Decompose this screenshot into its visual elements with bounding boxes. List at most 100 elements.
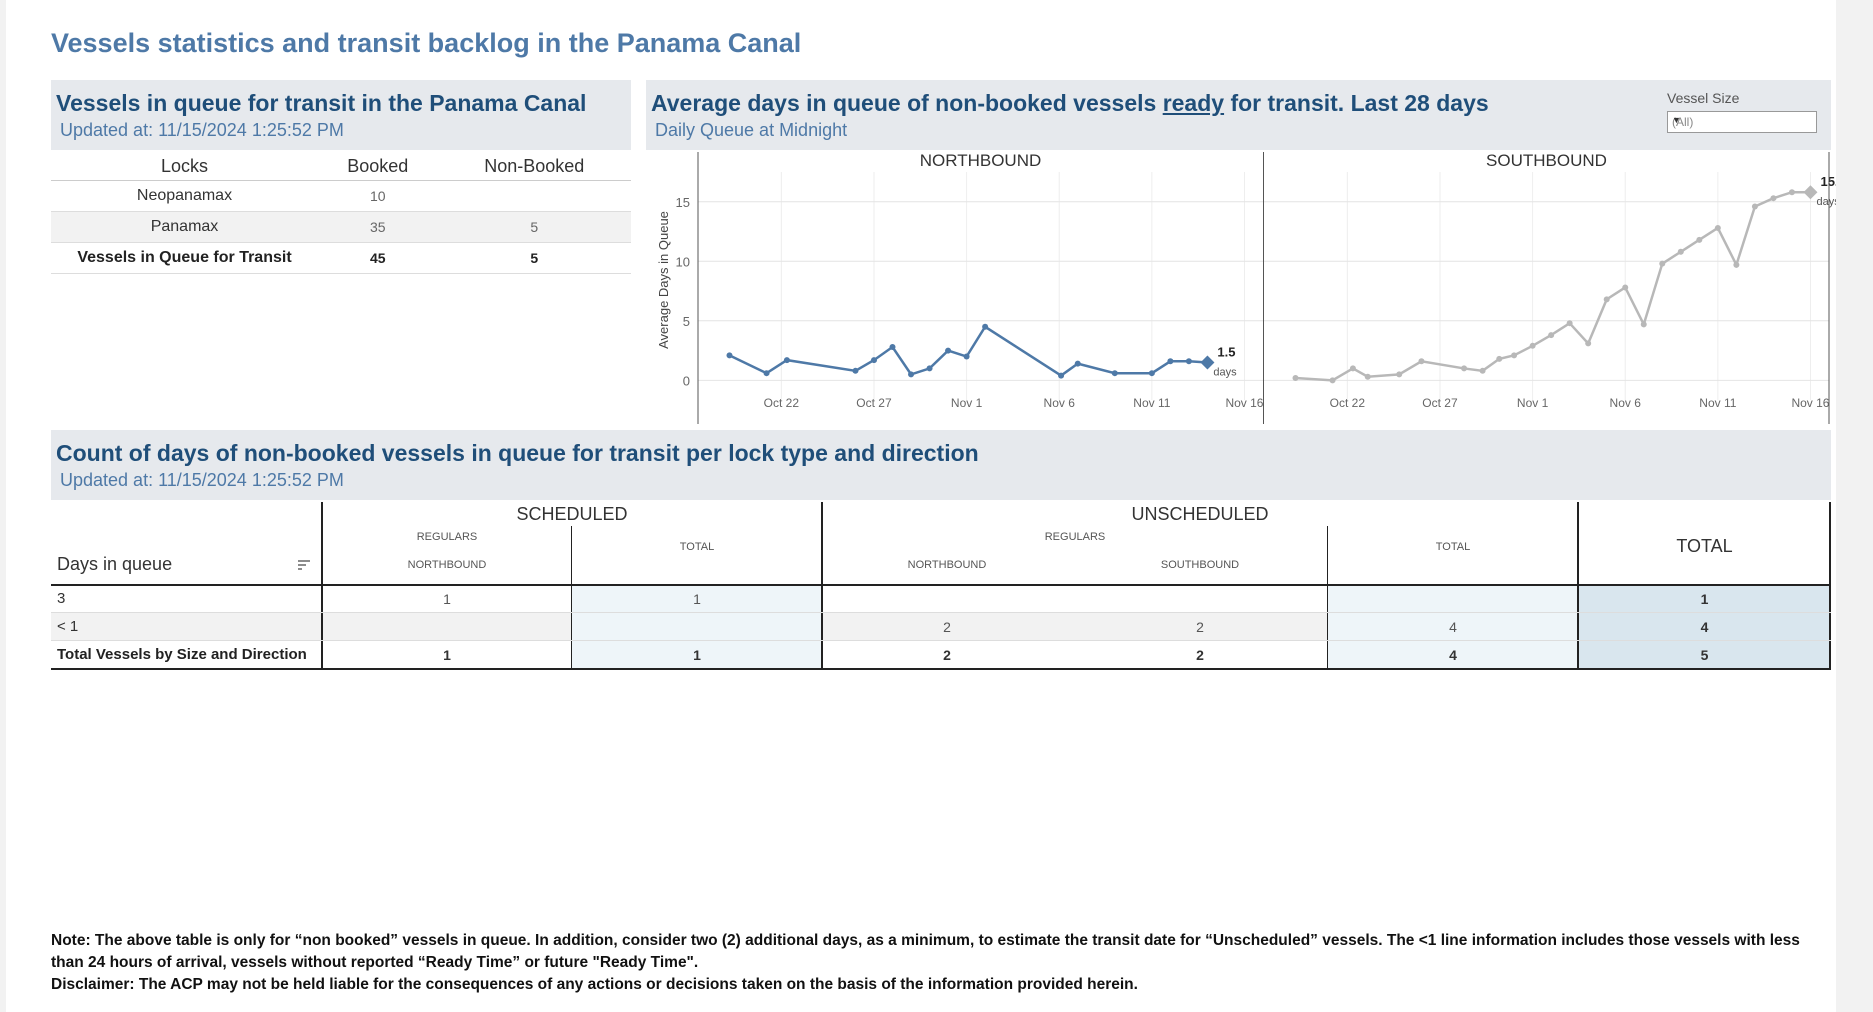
x-tick-label: Nov 16 — [1791, 396, 1829, 410]
booked-value: 45 — [318, 242, 438, 274]
count-cell: 2 — [943, 647, 951, 663]
data-point — [945, 347, 952, 354]
non-booked-header: Non-Booked — [437, 152, 631, 181]
data-point — [1511, 352, 1518, 359]
count-cell: 4 — [1449, 647, 1457, 663]
count-cell: 1 — [693, 647, 701, 663]
table-row[interactable]: Panamax 35 5 — [51, 211, 631, 243]
x-tick-label: Nov 16 — [1225, 396, 1263, 410]
days-in-queue-header: Days in queue — [57, 554, 173, 574]
queue-panel-title: Vessels in queue for transit in the Pana… — [56, 90, 587, 116]
divider — [321, 502, 323, 670]
row-label: < 1 — [57, 618, 79, 635]
booked-value: 10 — [318, 180, 438, 212]
x-tick-label: Nov 6 — [1610, 396, 1642, 410]
sort-icon[interactable] — [297, 558, 311, 572]
scheduled-regulars-header: REGULARS — [416, 531, 478, 543]
page-title: Vessels statistics and transit backlog i… — [51, 28, 802, 58]
data-point — [1364, 373, 1371, 380]
vessel-size-value: (All) — [1672, 115, 1694, 129]
data-point — [1074, 360, 1081, 367]
series-line — [1295, 190, 1811, 382]
unscheduled-southbound-header: SOUTHBOUND — [1160, 559, 1240, 571]
data-point — [1167, 358, 1174, 365]
x-tick-label: Oct 27 — [856, 396, 892, 410]
data-point — [1479, 367, 1486, 374]
x-tick-label: Nov 11 — [1133, 396, 1170, 410]
scheduled-northbound-header: NORTHBOUND — [407, 559, 487, 571]
data-point — [1696, 236, 1703, 243]
data-point — [726, 352, 733, 359]
data-point — [1751, 203, 1758, 210]
data-point — [889, 344, 896, 350]
data-point — [1185, 358, 1192, 365]
scheduled-header: SCHEDULED — [516, 503, 628, 524]
x-tick-label: Oct 22 — [1330, 396, 1366, 410]
last-value-unit: days — [1816, 196, 1836, 208]
scheduled-total-shade — [572, 584, 822, 670]
data-point — [926, 365, 933, 372]
unscheduled-northbound-header: NORTHBOUND — [907, 559, 987, 571]
data-point — [1603, 296, 1610, 303]
days-panel-subtitle: Daily Queue at Midnight — [655, 120, 848, 140]
count-cell: 1 — [443, 647, 451, 663]
data-point — [852, 367, 859, 374]
days-panel-title: Average days in queue of non-booked vess… — [651, 90, 1489, 116]
data-point — [1770, 195, 1777, 202]
divider — [51, 584, 1831, 586]
data-point — [1396, 371, 1403, 378]
panel-title: SOUTHBOUND — [1486, 151, 1607, 170]
count-cell — [1328, 586, 1578, 612]
count-panel-header: Count of days of non-booked vessels in q… — [51, 430, 1831, 500]
dashboard-page: Vessels statistics and transit backlog i… — [6, 0, 1836, 1012]
row-label: Total Vessels by Size and Direction — [57, 646, 307, 663]
count-cell: 1 — [1700, 591, 1709, 607]
data-point — [1640, 321, 1647, 328]
x-tick-label: Oct 27 — [1422, 396, 1458, 410]
data-point — [1496, 355, 1503, 362]
unscheduled-regulars-header: REGULARS — [1044, 531, 1106, 543]
divider — [51, 668, 1831, 670]
data-point — [1788, 189, 1795, 196]
vessel-size-dropdown[interactable]: (All) ▼ — [1667, 111, 1817, 133]
data-point — [963, 353, 970, 360]
queue-days-chart: Average Days in Queue 0 5 10 15 NORTHBOUND Oct… — [656, 151, 1836, 424]
count-cell: 4 — [1700, 619, 1709, 635]
grand-total-shade — [1578, 584, 1831, 670]
data-point — [1200, 355, 1215, 370]
count-cell: 1 — [443, 591, 451, 607]
unscheduled-total-shade — [1328, 584, 1578, 670]
x-tick-label: Oct 22 — [764, 396, 800, 410]
x-tick-label: Nov 11 — [1699, 396, 1736, 410]
y-tick-label: 5 — [683, 314, 690, 329]
count-panel-title: Count of days of non-booked vessels in q… — [56, 440, 979, 466]
data-point — [763, 370, 770, 377]
row-label: 3 — [57, 590, 66, 607]
non-booked-value: 5 — [437, 242, 631, 274]
table-row[interactable]: Neopanamax 10 — [51, 180, 631, 212]
grand-total-header: TOTAL — [1676, 535, 1733, 556]
data-point — [1677, 248, 1684, 255]
data-point — [1803, 185, 1818, 200]
last-value-label: 1.5 — [1217, 344, 1235, 359]
x-tick-label: Nov 1 — [1517, 396, 1549, 410]
data-point — [1566, 320, 1573, 327]
data-point — [870, 357, 877, 364]
queue-panel-header: Vessels in queue for transit in the Pana… — [51, 80, 631, 150]
unscheduled-header: UNSCHEDULED — [1131, 503, 1269, 524]
table-row[interactable]: Vessels in Queue for Transit 45 5 — [51, 242, 631, 274]
count-cell: 4 — [1449, 619, 1457, 635]
data-point — [1111, 370, 1118, 377]
y-tick-label: 0 — [683, 373, 690, 388]
lock-name: Vessels in Queue for Transit — [51, 242, 318, 274]
data-point — [1733, 261, 1740, 268]
divider — [1327, 526, 1328, 670]
data-point — [1349, 365, 1356, 372]
disclaimer-line: Disclaimer: The ACP may not be held liab… — [51, 976, 1138, 993]
queue-panel-updated: Updated at: 11/15/2024 1:25:52 PM — [60, 120, 344, 140]
unscheduled-total-header: TOTAL — [1435, 541, 1471, 553]
count-cell — [322, 614, 572, 640]
y-axis-label: Average Days in Queue — [656, 211, 671, 349]
data-point — [1548, 332, 1555, 339]
booked-value: 35 — [318, 211, 438, 243]
